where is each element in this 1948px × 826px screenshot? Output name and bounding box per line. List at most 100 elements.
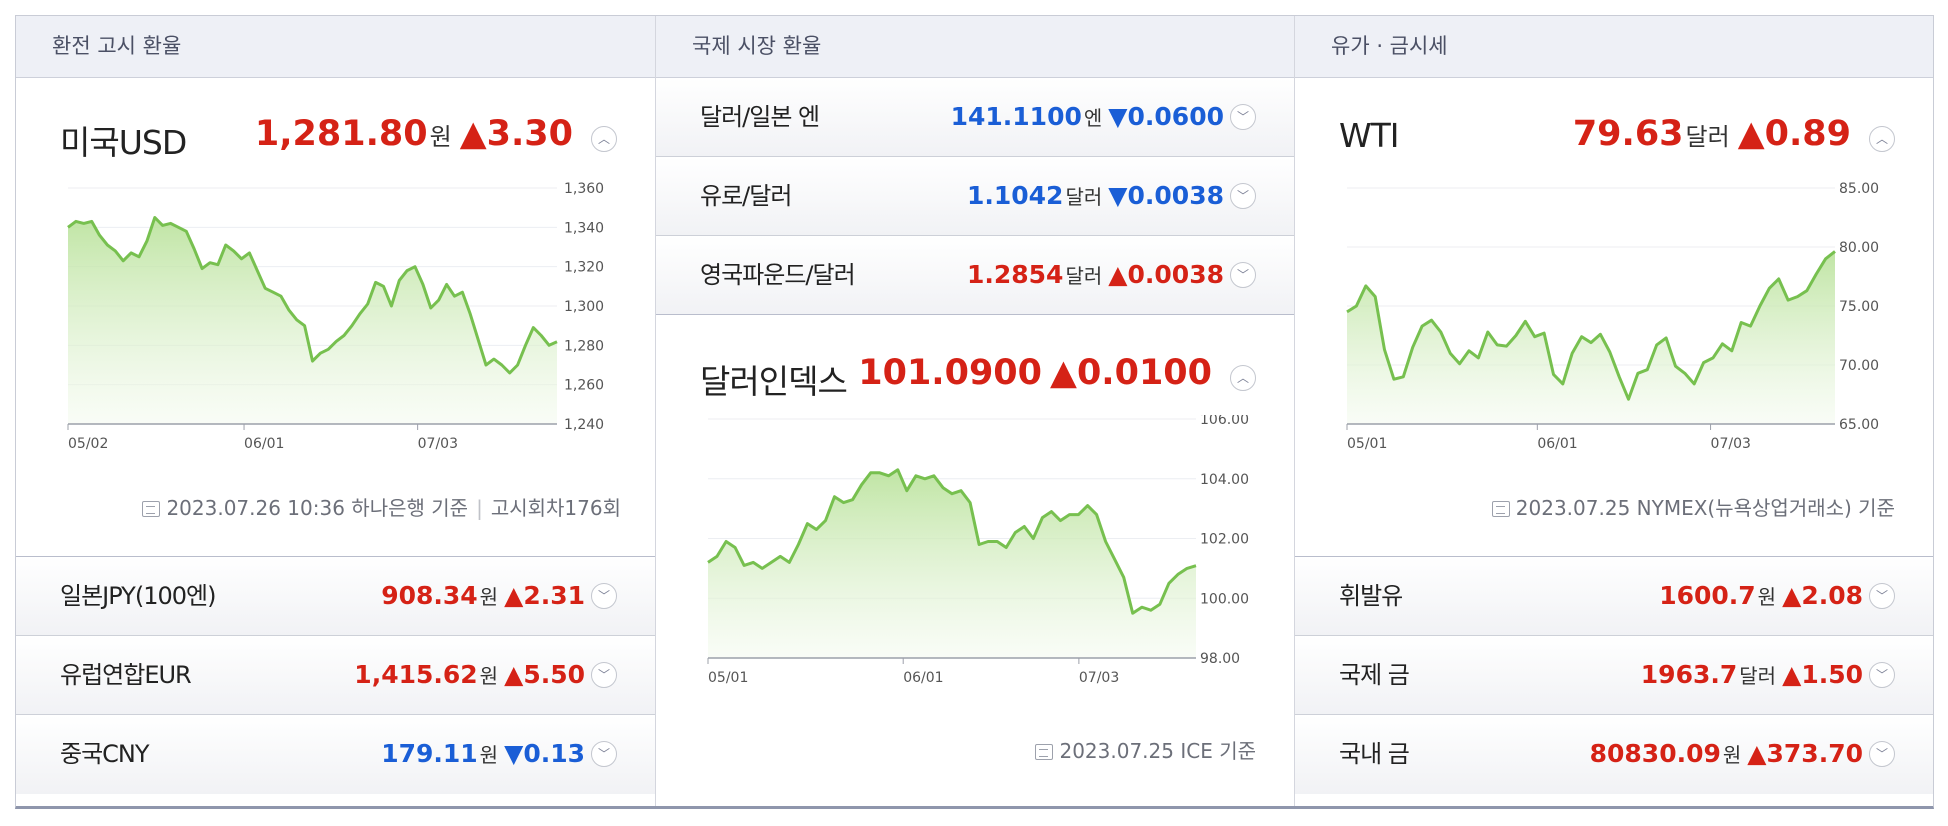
- price-name: 휘발유: [1339, 582, 1403, 610]
- x-tick-label: 06/01: [244, 436, 284, 452]
- chevron-down-icon: ﹀: [1236, 268, 1249, 282]
- y-tick-label: 102.00: [1200, 532, 1249, 548]
- down-arrow-icon: ▼: [1108, 181, 1128, 210]
- chevron-down-icon: ﹀: [1875, 747, 1888, 761]
- chevron-down-icon: ﹀: [597, 747, 610, 761]
- down-arrow-icon: ▼: [1108, 102, 1128, 131]
- x-tick-label: 05/01: [708, 670, 748, 686]
- x-tick-label: 07/03: [418, 436, 458, 452]
- y-tick-label: 1,320: [564, 260, 604, 276]
- up-arrow-icon: ▲: [504, 660, 524, 689]
- rate-name: 달러/일본 엔: [700, 103, 820, 131]
- chevron-down-icon: ﹀: [1236, 189, 1249, 203]
- y-tick-label: 98.00: [1200, 651, 1240, 667]
- expand-toggle-button[interactable]: ﹀: [1230, 183, 1256, 209]
- chevron-down-icon: ﹀: [1875, 668, 1888, 682]
- rate-value: 179.11 원 ▼0.13: [381, 739, 585, 768]
- price-row-gasoline[interactable]: 휘발유 1600.7 원 ▲2.08 ﹀: [1295, 557, 1933, 636]
- y-tick-label: 100.00: [1200, 591, 1249, 607]
- column-header: 환전 고시 환율: [16, 16, 655, 78]
- y-tick-label: 65.00: [1839, 417, 1879, 433]
- up-arrow-icon: ▲: [504, 581, 524, 610]
- column-header: 유가 · 금시세: [1295, 16, 1933, 78]
- main-value: 1,281.80원 ▲3.30: [255, 114, 573, 154]
- expand-toggle-button[interactable]: ﹀: [591, 662, 617, 688]
- price-name: 국내 금: [1339, 740, 1410, 768]
- up-arrow-icon: ▲: [1737, 114, 1765, 154]
- wti-panel: WTI 79.63달러 ▲0.89 ︿ 85.00 80.00 75.00 70.00 6…: [1295, 78, 1933, 556]
- chevron-up-icon: ︿: [1236, 371, 1249, 385]
- document-icon: [1035, 744, 1054, 760]
- main-value: 101.0900 ▲0.0100: [858, 353, 1212, 393]
- international-exchange-column: 국제 시장 환율 달러/일본 엔 141.1100 엔 ▼0.0600 ﹀ 유로/달…: [656, 16, 1295, 806]
- price-value: 80830.09 원 ▲373.70: [1589, 739, 1863, 768]
- y-tick-label: 1,340: [564, 220, 604, 236]
- x-tick-label: 06/01: [903, 670, 943, 686]
- dollar-index-chart: 106.00 104.00 102.00 100.00 98.00 05/01 06/01 0…: [707, 415, 1249, 686]
- expand-toggle-button[interactable]: ﹀: [591, 583, 617, 609]
- oil-gold-column: 유가 · 금시세 WTI 79.63달러 ▲0.89 ︿ 85.00 80.00 75…: [1295, 16, 1933, 806]
- rate-value: 141.1100 엔 ▼0.0600: [950, 102, 1224, 131]
- rate-name: 중국CNY: [60, 740, 150, 768]
- y-tick-label: 70.00: [1839, 358, 1879, 374]
- x-tick-label: 06/01: [1537, 436, 1577, 452]
- rate-row-eur[interactable]: 유럽연합EUR 1,415.62 원 ▲5.50 ﹀: [16, 636, 655, 715]
- rate-row-cny[interactable]: 중국CNY 179.11 원 ▼0.13 ﹀: [16, 715, 655, 794]
- x-tick-label: 05/02: [68, 436, 108, 452]
- down-arrow-icon: ▼: [504, 739, 524, 768]
- main-title[interactable]: WTI: [1339, 116, 1400, 155]
- rate-value: 1,415.62 원 ▲5.50: [354, 660, 585, 689]
- rate-name: 유로/달러: [700, 182, 792, 210]
- rate-name: 유럽연합EUR: [60, 661, 192, 689]
- up-arrow-icon: ▲: [1050, 353, 1077, 393]
- rate-name: 일본JPY(100엔): [60, 582, 216, 610]
- up-arrow-icon: ▲: [459, 114, 487, 154]
- x-tick-label: 07/03: [1079, 670, 1119, 686]
- expand-toggle-button[interactable]: ﹀: [1230, 262, 1256, 288]
- y-tick-label: 1,360: [564, 181, 604, 197]
- document-icon: [142, 501, 161, 517]
- y-tick-label: 1,240: [564, 417, 604, 433]
- collapse-toggle-button[interactable]: ︿: [1230, 365, 1256, 391]
- usd-panel: 미국USD 1,281.80원 ▲3.30 ︿ 1,360 1,340 1,320 1,…: [16, 78, 655, 556]
- rate-row-jpy[interactable]: 일본JPY(100엔) 908.34 원 ▲2.31 ﹀: [16, 557, 655, 636]
- dollar-index-panel: 달러인덱스 101.0900 ▲0.0100 ︿ 106.00 104.00 102.…: [656, 315, 1294, 805]
- chevron-up-icon: ︿: [1875, 132, 1888, 146]
- y-tick-label: 1,280: [564, 338, 604, 354]
- rate-row-usd-jpy[interactable]: 달러/일본 엔 141.1100 엔 ▼0.0600 ﹀: [656, 78, 1294, 157]
- price: 79.63: [1572, 114, 1684, 154]
- price-row-intl-gold[interactable]: 국제 금 1963.7 달러 ▲1.50 ﹀: [1295, 636, 1933, 715]
- wti-chart: 85.00 80.00 75.00 70.00 65.00 05/01 06/01 07/03: [1346, 181, 1879, 452]
- up-arrow-icon: ▲: [1747, 739, 1767, 768]
- domestic-exchange-column: 환전 고시 환율 미국USD 1,281.80원 ▲3.30 ︿ 1,360 1,3…: [16, 16, 656, 806]
- y-tick-label: 104.00: [1200, 472, 1249, 488]
- series-area: [1347, 251, 1835, 424]
- rate-value: 908.34 원 ▲2.31: [381, 581, 585, 610]
- rate-row-eur-usd[interactable]: 유로/달러 1.1042 달러 ▼0.0038 ﹀: [656, 157, 1294, 236]
- source-note: 2023.07.25 NYMEX(뉴욕상업거래소) 기준: [1491, 492, 1895, 521]
- collapse-toggle-button[interactable]: ︿: [1869, 126, 1895, 152]
- series-area: [68, 217, 557, 424]
- price: 1,281.80: [254, 114, 428, 154]
- series-line: [1346, 250, 1836, 401]
- x-tick-label: 05/01: [1347, 436, 1387, 452]
- expand-toggle-button[interactable]: ﹀: [1869, 662, 1895, 688]
- rate-row-gbp-usd[interactable]: 영국파운드/달러 1.2854 달러 ▲0.0038 ﹀: [656, 236, 1294, 315]
- y-tick-label: 85.00: [1839, 181, 1879, 197]
- change: ▲3.30: [459, 114, 573, 154]
- collapse-toggle-button[interactable]: ︿: [591, 126, 617, 152]
- chevron-down-icon: ﹀: [1875, 589, 1888, 603]
- rate-name: 영국파운드/달러: [700, 261, 856, 289]
- expand-toggle-button[interactable]: ﹀: [1869, 741, 1895, 767]
- expand-toggle-button[interactable]: ﹀: [1230, 104, 1256, 130]
- chevron-up-icon: ︿: [597, 132, 610, 146]
- main-title[interactable]: 미국USD: [60, 123, 187, 162]
- divider-line: [16, 556, 655, 557]
- main-title[interactable]: 달러인덱스: [700, 362, 848, 401]
- price-row-domestic-gold[interactable]: 국내 금 80830.09 원 ▲373.70 ﹀: [1295, 715, 1933, 794]
- expand-toggle-button[interactable]: ﹀: [591, 741, 617, 767]
- up-arrow-icon: ▲: [1782, 660, 1802, 689]
- chevron-down-icon: ﹀: [597, 589, 610, 603]
- divider: |: [476, 496, 483, 520]
- expand-toggle-button[interactable]: ﹀: [1869, 583, 1895, 609]
